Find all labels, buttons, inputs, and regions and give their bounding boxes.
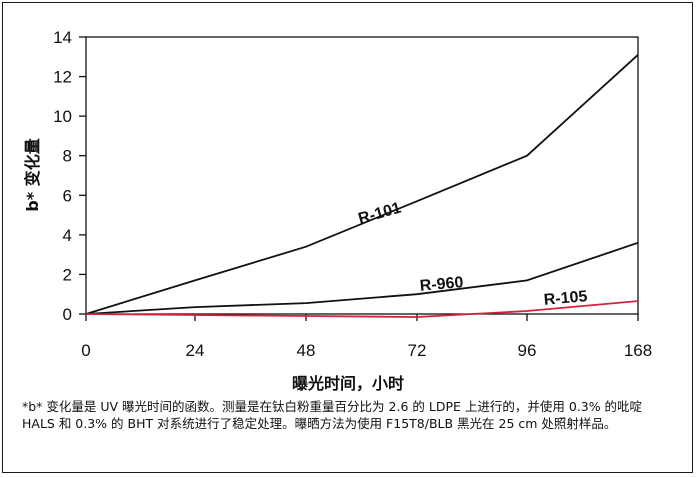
- x-tick-label: 0: [81, 341, 90, 360]
- x-tick-label: 168: [624, 341, 652, 360]
- series-label-r-960: R-960: [419, 274, 464, 295]
- series-label-r-105: R-105: [543, 288, 588, 309]
- series-line-r-960: [85, 241, 639, 315]
- figure-frame: [2, 2, 693, 473]
- series-label-r-101: R-101: [356, 199, 403, 227]
- y-tick-label: 12: [53, 68, 72, 87]
- x-tick-label: 72: [408, 341, 427, 360]
- y-tick-label: 6: [63, 186, 72, 205]
- y-tick-label: 8: [63, 147, 72, 166]
- y-tick-label: 10: [53, 107, 72, 126]
- figure-caption: *b* 变化量是 UV 曝光时间的函数。测量是在钛白粉重量百分比为 2.6 的 …: [22, 399, 643, 431]
- series-line-r-101: [85, 54, 639, 315]
- y-axis-title: b* 变化量: [23, 138, 42, 211]
- y-tick-label: 4: [63, 226, 72, 245]
- plot-area-frame: [85, 36, 639, 315]
- x-tick-label: 96: [518, 341, 537, 360]
- y-tick-label: 2: [63, 265, 72, 284]
- x-tick-label: 24: [186, 341, 205, 360]
- x-tick-label: 48: [297, 341, 316, 360]
- x-axis-title: 曝光时间，小时: [292, 374, 404, 393]
- y-tick-label: 0: [63, 305, 72, 324]
- y-tick-label: 14: [53, 28, 72, 47]
- series-line-r-105: [85, 300, 639, 318]
